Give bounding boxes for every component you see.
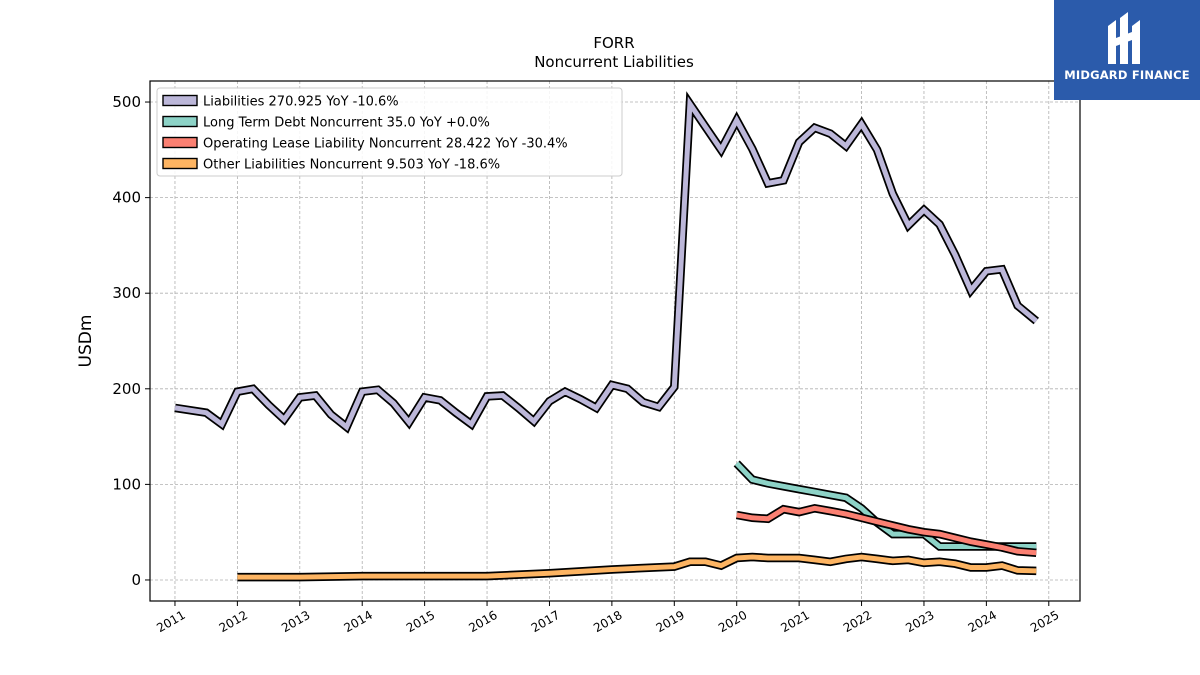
chart-subtitle: Noncurrent Liabilities bbox=[534, 53, 694, 71]
series-line-3 bbox=[735, 503, 1037, 558]
legend: Liabilities 270.925 YoY -10.6% Long Term … bbox=[156, 87, 623, 177]
legend-swatch bbox=[162, 136, 198, 149]
x-tick-label: 2021 bbox=[778, 608, 811, 635]
legend-label: Other Liabilities Noncurrent 9.503 YoY -… bbox=[203, 158, 500, 173]
x-tick-label: 2012 bbox=[217, 608, 250, 635]
brand-logo-text: MIDGARD FINANCE bbox=[1064, 68, 1190, 82]
series-layer bbox=[174, 91, 1040, 582]
x-tick-label: 2014 bbox=[341, 608, 374, 635]
x-tick-label: 2011 bbox=[154, 608, 187, 635]
x-tick-label: 2020 bbox=[716, 608, 749, 635]
y-tick-label: 400 bbox=[112, 189, 141, 207]
y-axis: 0 100 200 300 400 500 bbox=[112, 93, 150, 589]
brand-logo: MIDGARD FINANCE bbox=[1054, 0, 1200, 100]
y-tick-label: 500 bbox=[112, 93, 141, 111]
x-tick-label: 2019 bbox=[654, 608, 687, 635]
legend-swatch bbox=[162, 115, 198, 128]
y-tick-label: 100 bbox=[112, 475, 141, 493]
x-tick-label: 2023 bbox=[903, 608, 936, 635]
midgard-logo-icon bbox=[1108, 12, 1140, 64]
legend-swatch bbox=[162, 157, 198, 170]
x-tick-label: 2015 bbox=[404, 608, 437, 635]
legend-swatch bbox=[162, 94, 198, 107]
x-tick-label: 2025 bbox=[1028, 608, 1061, 635]
plot-frame bbox=[149, 80, 1081, 602]
x-tick-label: 2017 bbox=[529, 608, 562, 635]
x-tick-label: 2022 bbox=[841, 608, 874, 635]
y-tick-label: 200 bbox=[112, 380, 141, 398]
legend-label: Liabilities 270.925 YoY -10.6% bbox=[203, 95, 399, 110]
x-tick-label: 2013 bbox=[279, 608, 312, 635]
y-axis-label: USDm bbox=[76, 315, 96, 368]
series-line-1 bbox=[174, 91, 1040, 434]
x-axis: 2011 2012 2013 2014 2015 2016 2017 2018 2019 2020… bbox=[154, 601, 1062, 635]
x-tick-label: 2016 bbox=[466, 608, 499, 635]
x-tick-label: 2024 bbox=[966, 608, 999, 635]
x-tick-label: 2018 bbox=[591, 608, 624, 635]
legend-label: Operating Lease Liability Noncurrent 28.… bbox=[203, 137, 568, 152]
y-tick-label: 0 bbox=[131, 571, 141, 589]
series-line-2 bbox=[733, 460, 1037, 551]
series-line-4 bbox=[237, 552, 1037, 582]
legend-label: Long Term Debt Noncurrent 35.0 YoY +0.0% bbox=[203, 116, 490, 131]
legend-box bbox=[156, 87, 623, 177]
y-tick-label: 300 bbox=[112, 284, 141, 302]
chart-title: FORR bbox=[593, 34, 634, 52]
